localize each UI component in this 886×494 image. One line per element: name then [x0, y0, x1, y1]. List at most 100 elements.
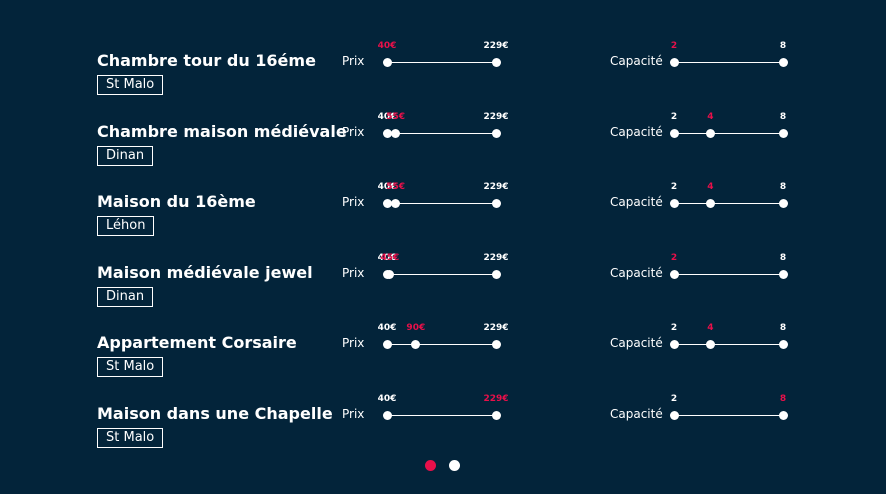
price-tick-label: 40€	[377, 323, 397, 334]
price-slider-handle[interactable]	[491, 128, 501, 138]
listing-name: Appartement Corsaire	[97, 333, 297, 353]
price-slider-track[interactable]	[387, 203, 496, 205]
price-tick-label: 229€	[483, 111, 509, 122]
price-slider-handle[interactable]	[385, 269, 395, 279]
price-tick-label: 229€	[483, 252, 509, 263]
price-label: Prix	[342, 336, 365, 351]
price-range-slider[interactable]: 40€ 55€ 229€	[378, 112, 509, 142]
capacity-label: Capacité	[610, 265, 663, 280]
city-tag[interactable]: St Malo	[97, 428, 164, 448]
capacity-tick-label: 8	[779, 252, 787, 263]
price-slider-handle[interactable]	[411, 340, 421, 350]
price-range-slider[interactable]: 40€ 55€ 229€	[378, 182, 509, 212]
capacity-range-slider[interactable]: 2 4 8	[669, 323, 788, 353]
capacity-label: Capacité	[610, 336, 663, 351]
listing-row: Chambre tour du 16éme St Malo Prix 40€ 229€ C…	[0, 41, 886, 121]
capacity-slider-handle[interactable]	[705, 340, 715, 350]
price-slider-handle[interactable]	[391, 199, 401, 209]
price-tick-label: 90€	[406, 323, 426, 334]
city-tag[interactable]: St Malo	[97, 357, 164, 378]
capacity-label: Capacité	[610, 407, 663, 421]
capacity-slider-handle[interactable]	[778, 199, 788, 209]
capacity-label: Capacité	[610, 54, 663, 68]
pagination-dot[interactable]	[425, 460, 436, 471]
listing-row: Appartement Corsaire St Malo Prix 40€ 90€ 229…	[0, 323, 886, 403]
price-tick-label: 40€	[377, 111, 397, 122]
capacity-tick-label: 2	[670, 323, 678, 334]
capacity-slider-handle[interactable]	[705, 128, 715, 138]
capacity-slider-track[interactable]	[674, 415, 783, 416]
price-slider-handle[interactable]	[382, 411, 392, 420]
capacity-slider-handle[interactable]	[778, 340, 788, 350]
capacity-slider-track[interactable]	[674, 203, 783, 205]
city-tag[interactable]: Dinan	[97, 145, 154, 166]
capacity-slider-handle[interactable]	[669, 411, 679, 420]
capacity-slider-handle[interactable]	[778, 128, 788, 138]
capacity-tick-label: 2	[670, 111, 678, 122]
capacity-slider-track[interactable]	[674, 344, 783, 346]
city-tag[interactable]: Léhon	[97, 216, 155, 237]
capacity-tick-label: 4	[707, 111, 714, 122]
price-slider-handle[interactable]	[491, 340, 501, 350]
capacity-slider-handle[interactable]	[778, 269, 788, 279]
price-range-slider[interactable]: 40€ 229€	[378, 394, 509, 424]
capacity-range-slider[interactable]: 2 4 8	[669, 182, 788, 212]
price-label: Prix	[342, 265, 365, 280]
price-label: Prix	[342, 54, 365, 68]
capacity-slider-handle[interactable]	[669, 128, 679, 138]
listing-name: Maison médiévale jewel	[97, 262, 313, 282]
price-range-slider[interactable]: 40€ 229€	[378, 41, 509, 71]
price-tick-label: 40€	[377, 41, 397, 51]
capacity-tick-label: 8	[779, 394, 787, 404]
capacity-slider-handle[interactable]	[705, 199, 715, 209]
capacity-slider-handle[interactable]	[669, 199, 679, 209]
capacity-slider-handle[interactable]	[669, 340, 679, 350]
listing-name: Chambre maison médiévale	[97, 121, 347, 141]
capacity-slider-track[interactable]	[674, 273, 783, 275]
price-tick-label: 40€	[377, 182, 397, 193]
price-range-slider[interactable]: 40€ 45€ 229€	[378, 253, 509, 283]
price-slider-handle[interactable]	[382, 340, 392, 350]
price-slider-handle[interactable]	[491, 199, 501, 209]
price-slider-track[interactable]	[387, 62, 496, 63]
capacity-tick-label: 4	[707, 182, 714, 193]
listing-row: Maison médiévale jewel Dinan Prix 40€ 45€ 229…	[0, 253, 886, 333]
capacity-slider-track[interactable]	[674, 132, 783, 134]
price-slider-handle[interactable]	[491, 411, 501, 420]
price-slider-handle[interactable]	[382, 128, 392, 138]
capacity-range-slider[interactable]: 2 4 8	[669, 111, 788, 142]
price-slider-handle[interactable]	[391, 128, 401, 138]
price-slider-track[interactable]	[387, 415, 496, 416]
pagination-dot[interactable]	[449, 460, 460, 471]
capacity-slider-handle[interactable]	[669, 269, 679, 279]
capacity-slider-handle[interactable]	[778, 411, 788, 420]
price-slider-track[interactable]	[387, 132, 496, 134]
price-slider-handle[interactable]	[382, 58, 392, 67]
price-slider-track[interactable]	[387, 273, 496, 275]
price-label: Prix	[342, 407, 365, 421]
city-tag[interactable]: St Malo	[97, 75, 164, 95]
city-tag[interactable]: Dinan	[97, 286, 154, 307]
capacity-tick-label: 2	[670, 394, 678, 404]
price-slider-handle[interactable]	[491, 58, 501, 67]
price-slider-handle[interactable]	[382, 199, 392, 209]
price-label: Prix	[342, 195, 365, 210]
capacity-slider-track[interactable]	[674, 62, 783, 63]
price-slider-track[interactable]	[387, 344, 496, 346]
price-tick-label: 55€	[386, 182, 406, 193]
listing-row: Maison dans une Chapelle St Malo Prix 40€ 22…	[0, 394, 886, 474]
capacity-tick-label: 8	[779, 41, 787, 51]
price-tick-label: 229€	[483, 323, 509, 334]
capacity-tick-label: 2	[670, 41, 678, 51]
capacity-slider-handle[interactable]	[778, 58, 788, 67]
capacity-slider-handle[interactable]	[669, 58, 679, 67]
capacity-tick-label: 2	[670, 252, 678, 263]
listing-row: Maison du 16ème Léhon Prix 40€ 55€ 229€ Capaci…	[0, 182, 886, 262]
capacity-label: Capacité	[610, 124, 663, 139]
price-range-slider[interactable]: 40€ 90€ 229€	[378, 323, 509, 353]
price-slider-handle[interactable]	[491, 269, 501, 279]
